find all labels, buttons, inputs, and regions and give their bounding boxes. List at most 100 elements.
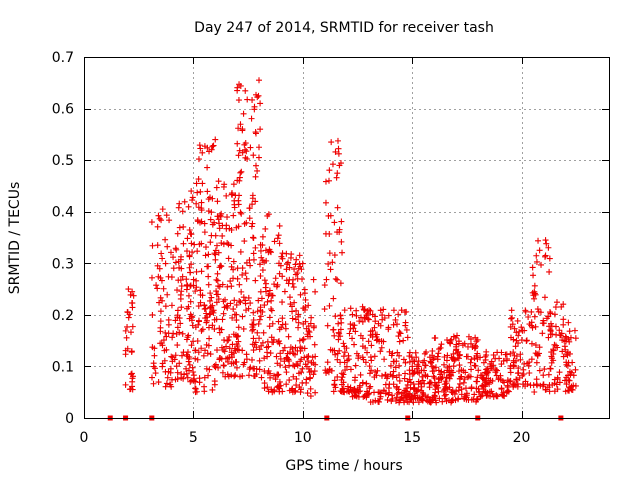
data-point [340, 371, 347, 378]
data-point [201, 220, 208, 227]
data-point [205, 324, 212, 331]
data-point [296, 337, 303, 344]
data-point [302, 318, 309, 325]
data-point [379, 372, 386, 379]
data-point [301, 290, 308, 297]
data-point [339, 249, 346, 256]
data-point [377, 393, 384, 400]
data-point [233, 317, 240, 324]
data-point [442, 378, 449, 385]
data-point [551, 311, 558, 318]
data-point [274, 371, 281, 378]
data-point [254, 308, 261, 315]
data-point [552, 304, 559, 311]
data-point [214, 270, 221, 277]
data-point [468, 366, 475, 373]
data-point [254, 167, 261, 174]
data-point [238, 210, 245, 217]
data-point [546, 255, 553, 262]
data-point [152, 370, 159, 377]
data-point [411, 368, 418, 375]
data-point [169, 334, 176, 341]
data-point [402, 359, 409, 366]
data-point [367, 328, 374, 335]
data-point [244, 96, 251, 103]
data-point [565, 319, 572, 326]
data-point [434, 353, 441, 360]
data-point [256, 335, 263, 342]
data-point [528, 319, 535, 326]
data-point [234, 265, 241, 272]
data-point [550, 347, 557, 354]
data-point [185, 332, 192, 339]
data-point [168, 302, 175, 309]
data-point [432, 364, 439, 371]
data-point [474, 396, 481, 403]
data-point [184, 374, 191, 381]
data-point [175, 277, 182, 284]
data-point [507, 369, 514, 376]
data-point [406, 367, 413, 374]
data-point [361, 393, 368, 400]
data-point [129, 383, 136, 390]
data-point [533, 258, 540, 265]
data-point [396, 329, 403, 336]
data-point [261, 355, 268, 362]
data-point [422, 392, 429, 399]
data-point [337, 280, 344, 287]
data-point [237, 299, 244, 306]
data-point [205, 208, 212, 215]
data-point [242, 297, 249, 304]
data-point [209, 221, 216, 228]
data-point [421, 380, 428, 387]
data-point [238, 168, 245, 175]
data-point [154, 285, 161, 292]
data-point [546, 268, 553, 275]
data-point [463, 390, 470, 397]
data-point [350, 322, 357, 329]
data-point [174, 375, 181, 382]
data-point [293, 256, 300, 263]
data-point [280, 347, 287, 354]
data-point [559, 348, 566, 355]
data-point [531, 282, 538, 289]
data-point [154, 223, 161, 230]
data-point [414, 361, 421, 368]
data-point [212, 136, 219, 143]
data-point [255, 297, 262, 304]
data-point [345, 388, 352, 395]
data-point [228, 242, 235, 249]
data-point [507, 377, 514, 384]
data-point [338, 238, 345, 245]
plot-frame [84, 57, 610, 419]
data-point [215, 364, 222, 371]
data-point [421, 367, 428, 374]
data-point [232, 359, 239, 366]
data-point [305, 358, 312, 365]
data-point [230, 258, 237, 265]
data-point [220, 310, 227, 317]
data-point [452, 334, 459, 341]
data-point [371, 374, 378, 381]
data-point [178, 374, 185, 381]
data-point [512, 357, 519, 364]
data-point [295, 324, 302, 331]
data-point [372, 368, 379, 375]
data-point [332, 351, 339, 358]
data-point [377, 348, 384, 355]
data-point [250, 335, 257, 342]
data-point [533, 359, 540, 366]
data-point [546, 388, 553, 395]
data-point [269, 320, 276, 327]
data-point [198, 345, 205, 352]
data-point [122, 347, 129, 354]
data-point [438, 341, 445, 348]
data-point [205, 342, 212, 349]
data-point [274, 281, 281, 288]
data-point [426, 380, 433, 387]
y-tick-label: 0.2 [52, 308, 74, 324]
data-point [255, 320, 262, 327]
data-point [392, 316, 399, 323]
data-point [273, 353, 280, 360]
data-point [189, 314, 196, 321]
